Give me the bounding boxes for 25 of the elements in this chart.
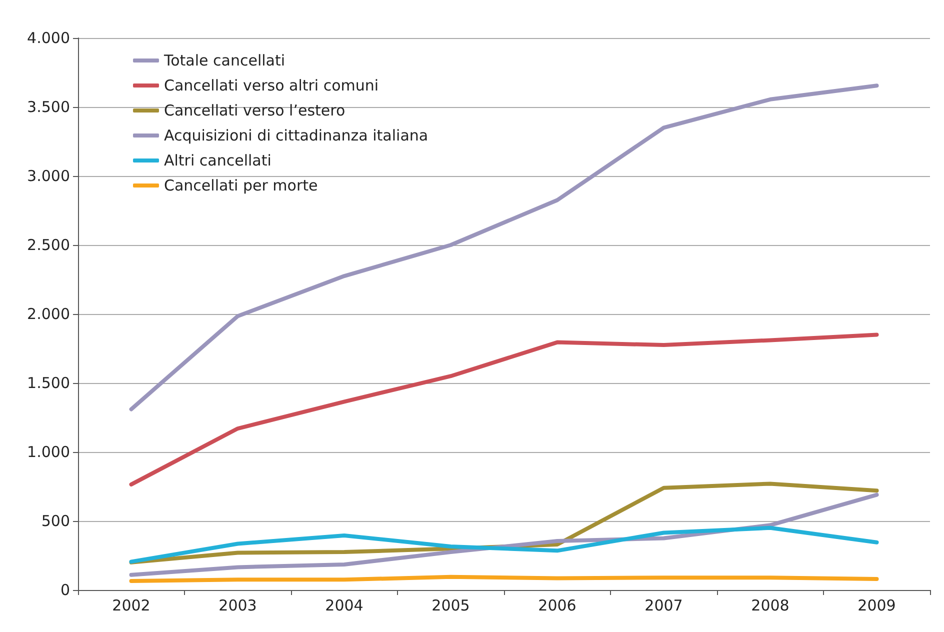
x-tick-label: 2009	[858, 596, 896, 614]
line-series	[129, 332, 879, 486]
x-tick-label: 2007	[644, 596, 683, 614]
x-tick-label: 2008	[751, 596, 790, 614]
x-tick-label: 2002	[112, 596, 150, 614]
y-tick-label: 1.000	[27, 443, 70, 461]
line-series	[129, 526, 879, 564]
y-tick-label: 500	[41, 512, 70, 530]
legend-label: Cancellati verso l’estero	[164, 102, 346, 120]
y-tick-label: 3.000	[27, 167, 70, 185]
x-tick-label: 2006	[538, 596, 576, 614]
y-tick-label: 4.000	[27, 29, 70, 47]
legend-label: Totale cancellati	[163, 52, 286, 70]
legend-label: Acquisizioni di cittadinanza italiana	[164, 126, 428, 144]
x-tick-label: 2003	[218, 596, 257, 614]
x-tick-label: 2004	[325, 596, 364, 614]
legend-label: Cancellati per morte	[164, 176, 318, 194]
y-tick-label: 1.500	[27, 374, 70, 392]
y-tick-label: 2.500	[27, 236, 70, 254]
y-tick-label: 0	[60, 581, 70, 599]
legend-label: Altri cancellati	[164, 152, 272, 170]
y-tick-label: 3.500	[27, 98, 70, 116]
y-tick-label: 2.000	[27, 305, 70, 323]
legend-label: Cancellati verso altri comuni	[164, 76, 379, 94]
x-tick-label: 2005	[432, 596, 470, 614]
